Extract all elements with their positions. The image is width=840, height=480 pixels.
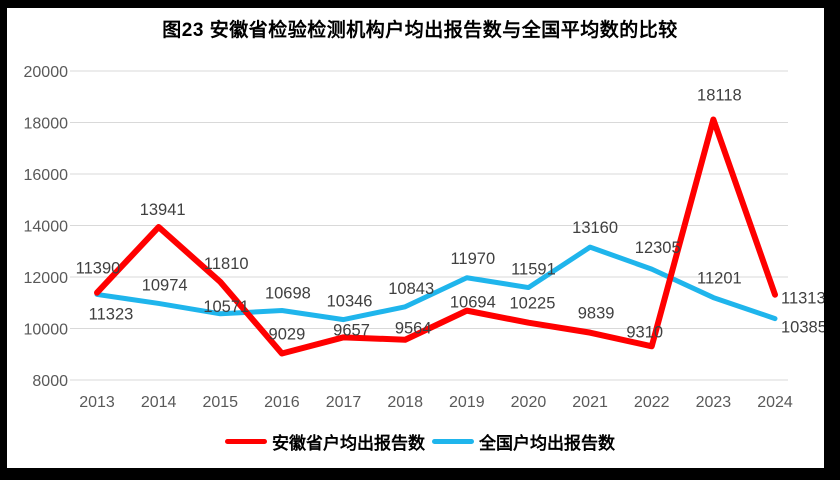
data-label: 11970	[450, 250, 495, 268]
legend-line-red	[225, 439, 267, 444]
data-label: 11390	[76, 260, 121, 278]
series-line-anhui	[94, 116, 778, 357]
x-axis-tick-label: 2017	[326, 394, 362, 411]
y-axis-tick-label: 8000	[32, 373, 68, 390]
legend-line-blue	[432, 439, 474, 444]
x-axis-tick-label: 2019	[449, 394, 485, 411]
x-axis-tick-label: 2022	[634, 394, 670, 411]
legend-label-anhui: 安徽省户均出报告数	[272, 434, 425, 453]
data-label: 13941	[140, 201, 186, 219]
data-label: 10346	[327, 293, 373, 311]
data-label: 13160	[572, 219, 618, 237]
data-label: 10571	[203, 298, 249, 316]
x-axis-tick-label: 2023	[696, 394, 732, 411]
x-axis-tick-label: 2020	[511, 394, 547, 411]
data-label: 11591	[511, 261, 556, 279]
y-axis-tick-label: 20000	[24, 64, 69, 81]
y-axis-tick-label: 12000	[24, 270, 69, 287]
chart-title: 图23 安徽省检验检测机构户均出报告数与全国平均数的比较	[162, 20, 678, 41]
data-label: 10694	[450, 294, 496, 312]
x-axis-tick-label: 2021	[572, 394, 608, 411]
x-axis-tick-label: 2018	[387, 394, 423, 411]
data-label: 10974	[142, 276, 188, 294]
data-label: 11313	[781, 290, 826, 308]
data-label: 9657	[333, 321, 370, 339]
data-label: 10225	[510, 295, 556, 313]
data-label: 11810	[204, 255, 249, 273]
data-label: 12305	[635, 239, 681, 257]
legend-label-national: 全国户均出报告数	[479, 434, 615, 453]
x-axis-tick-label: 2016	[264, 394, 300, 411]
data-label: 10843	[388, 280, 434, 298]
x-axis-tick-label: 2014	[141, 394, 177, 411]
y-axis-tick-label: 18000	[24, 116, 69, 133]
data-label: 10385	[781, 319, 827, 337]
series-line-national	[94, 244, 778, 323]
data-label: 9310	[626, 323, 663, 341]
data-label: 9839	[578, 305, 615, 323]
y-axis-tick-label: 10000	[24, 322, 69, 339]
legend-item-anhui[interactable]: 安徽省户均出报告数	[225, 429, 425, 454]
data-label: 10698	[265, 285, 311, 303]
data-label: 18118	[697, 86, 742, 104]
x-axis-tick-label: 2024	[757, 394, 793, 411]
data-label: 9564	[395, 320, 432, 338]
x-axis-tick-label: 2013	[79, 394, 115, 411]
y-axis-tick-label: 14000	[24, 219, 69, 236]
data-label: 9029	[269, 326, 306, 344]
y-axis-tick-label: 16000	[24, 167, 69, 184]
x-axis-tick-label: 2015	[202, 394, 238, 411]
data-label: 11201	[697, 270, 742, 288]
chart-legend: 安徽省户均出报告数 全国户均出报告数	[0, 429, 840, 454]
data-label: 11323	[89, 305, 134, 323]
legend-item-national[interactable]: 全国户均出报告数	[432, 429, 615, 454]
